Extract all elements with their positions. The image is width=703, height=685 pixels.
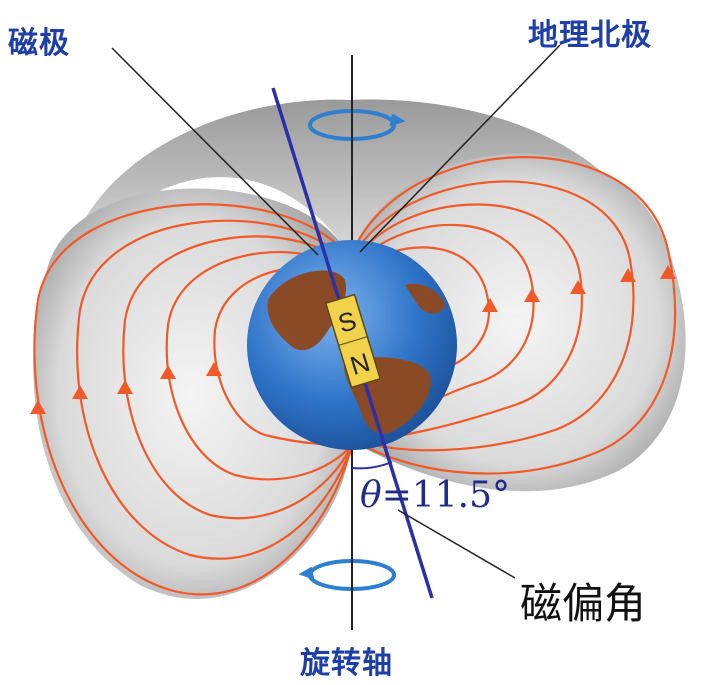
angle-symbol: θ — [360, 475, 382, 516]
rotation-axis-label: 旋转轴 — [300, 646, 393, 681]
geographic-north-pole-label: 地理北极 — [528, 18, 652, 53]
angle-value: θ=11.5° — [360, 475, 510, 516]
angle-number: =11.5° — [381, 475, 511, 516]
bar-magnet: S N — [324, 293, 382, 389]
continent-europe — [405, 283, 445, 314]
magnetic-pole-label: 磁极 — [8, 26, 70, 61]
field-line-arrows — [30, 265, 676, 414]
torus-back-surface — [70, 99, 655, 263]
declination-label: 磁偏角 — [520, 579, 647, 628]
leader-lines — [111, 44, 561, 579]
declination-arc — [351, 461, 393, 470]
continent-north-america — [267, 270, 346, 351]
rotation-arrow-bottom — [298, 559, 396, 591]
